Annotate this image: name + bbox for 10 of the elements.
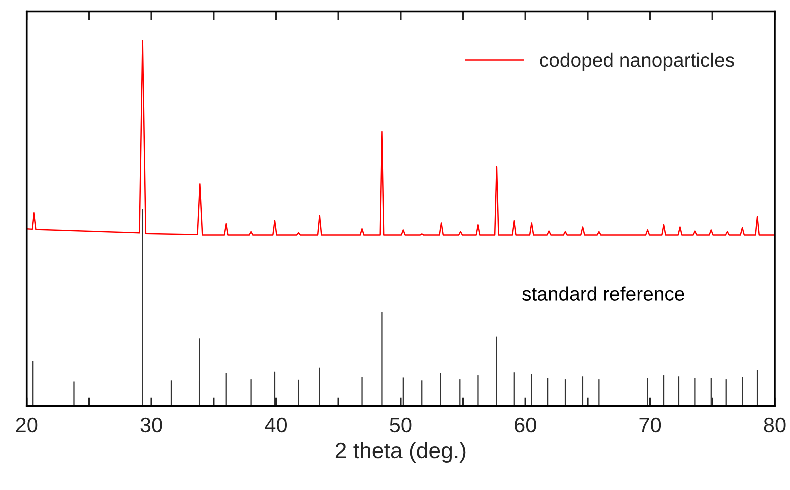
text: standard reference [522, 286, 684, 301]
x-tick-label: 60 [515, 418, 536, 433]
x-tick-label: 80 [764, 418, 786, 433]
x-tick-label: 70 [640, 418, 662, 433]
x-tick-label: 40 [265, 418, 288, 433]
x-tick-label: 30 [140, 418, 162, 433]
legend-label: codoped nanoparticles [540, 52, 734, 72]
x-axis-title: 2 theta (deg.) [336, 442, 466, 464]
x-tick-label: 20 [16, 418, 38, 433]
x-tick-label: 50 [390, 418, 412, 433]
